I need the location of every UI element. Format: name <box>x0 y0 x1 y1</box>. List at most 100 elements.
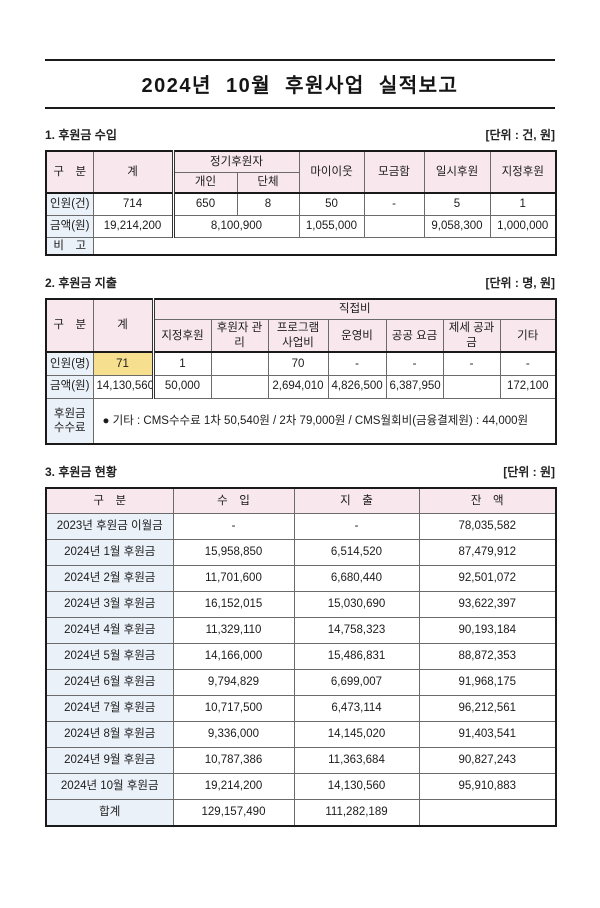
t1-amount-row: 금액(원) 19,214,200 8,100,900 1,055,000 9,0… <box>45 214 557 238</box>
section3-heading-row: 3. 후원금 현황 [단위 : 원] <box>45 463 555 480</box>
t3-row-label: 2024년 5월 후원금 <box>45 643 174 671</box>
t3-row-jan: 2024년 1월 후원금 15,958,850 6,514,520 87,479… <box>45 539 557 567</box>
t2-header-donor-mgmt: 후원자 관리 <box>210 319 269 353</box>
t3-row-income: 10,787,386 <box>172 747 295 775</box>
t3-header-expense: 지 출 <box>293 487 420 515</box>
t3-row-expense: 15,030,690 <box>293 591 420 619</box>
t2-fee-row: 후원금 수수료 ● 기타 : CMS수수료 1차 50,540원 / 2차 79… <box>45 397 557 445</box>
t1-header-gubun: 구 분 <box>45 150 94 194</box>
t2-fee-label: 후원금 수수료 <box>45 397 94 445</box>
report-title: 2024년 10월 후원사업 실적보고 <box>141 75 459 97</box>
t3-row-jul: 2024년 7월 후원금 10,717,500 6,473,114 96,212… <box>45 695 557 723</box>
t1-amount-regular: 8,100,900 <box>171 214 300 238</box>
t3-row-label: 2024년 6월 후원금 <box>45 669 174 697</box>
t1-note-value <box>92 236 557 256</box>
t3-row-label: 2024년 10월 후원금 <box>45 773 174 801</box>
section2-heading: 2. 후원금 지출 <box>45 275 117 290</box>
section3-unit-label: [단위 : 원] <box>503 465 555 480</box>
t3-row-income: 11,329,110 <box>172 617 295 645</box>
t2-amount-etc: 172,100 <box>499 374 557 399</box>
t3-row-expense: 6,680,440 <box>293 565 420 593</box>
t2-amount-label: 금액(원) <box>45 374 94 399</box>
t1-note-label: 비 고 <box>45 236 94 256</box>
t2-header-gubun: 구 분 <box>45 298 94 353</box>
section1-heading-row: 1. 후원금 수입 [단위 : 건, 원] <box>45 126 555 143</box>
t2-header-total: 계 <box>92 298 154 353</box>
t1-header-group: 단체 <box>236 171 300 194</box>
t3-row-expense: 15,486,831 <box>293 643 420 671</box>
t3-row-balance: 78,035,582 <box>418 513 557 541</box>
section1-unit-label: [단위 : 건, 원] <box>485 128 556 142</box>
t3-row-aug: 2024년 8월 후원금 9,336,000 14,145,020 91,403… <box>45 721 557 749</box>
t3-row-expense: 14,130,560 <box>293 773 420 801</box>
t3-row-jun: 2024년 6월 후원금 9,794,829 6,699,007 91,968,… <box>45 669 557 697</box>
title-block: 2024년 10월 후원사업 실적보고 <box>45 59 555 109</box>
expense-table: 구 분 계 직접비 지정후원 후원자 관리 프로그램 사업비 운영비 공공 요금… <box>45 297 557 446</box>
t2-people-label: 인원(명) <box>45 351 94 376</box>
t3-row-expense: 14,758,323 <box>293 617 420 645</box>
t3-row-sep: 2024년 9월 후원금 10,787,386 11,363,684 90,82… <box>45 747 557 775</box>
t3-row-expense: 6,514,520 <box>293 539 420 567</box>
t3-row-balance: 95,910,883 <box>418 773 557 801</box>
t3-row-label: 2024년 3월 후원금 <box>45 591 174 619</box>
t2-header-etc: 기타 <box>499 319 557 353</box>
t3-row-balance: 92,501,072 <box>418 565 557 593</box>
t3-row-feb: 2024년 2월 후원금 11,701,600 6,680,440 92,501… <box>45 565 557 593</box>
t1-header-regular: 정기후원자 <box>171 150 300 173</box>
t3-row-label: 2024년 9월 후원금 <box>45 747 174 775</box>
t2-amount-program: 2,694,010 <box>267 374 329 399</box>
t2-header-utilities: 공공 요금 <box>385 319 444 353</box>
t3-row-income: 16,152,015 <box>172 591 295 619</box>
t1-amount-myneighbor: 1,055,000 <box>298 214 365 238</box>
t3-row-balance: 96,212,561 <box>418 695 557 723</box>
t2-people-program: 70 <box>267 351 329 376</box>
t2-header-direct: 직접비 <box>151 298 557 321</box>
t2-amount-taxes <box>442 374 501 399</box>
t1-header-myneighbor: 마이이웃 <box>298 150 365 194</box>
t2-amount-designated: 50,000 <box>151 374 212 399</box>
t2-people-utilities: - <box>385 351 444 376</box>
t1-people-myneighbor: 50 <box>298 192 365 216</box>
section3-heading: 3. 후원금 현황 <box>45 465 117 480</box>
t1-people-individual: 650 <box>171 192 238 216</box>
t1-header-total: 계 <box>92 150 174 194</box>
t3-row-expense: 6,699,007 <box>293 669 420 697</box>
t3-row-label: 2024년 2월 후원금 <box>45 565 174 593</box>
t2-amount-operating: 4,826,500 <box>327 374 387 399</box>
t3-total-income: 129,157,490 <box>172 799 295 827</box>
t3-total-expense: 111,282,189 <box>293 799 420 827</box>
t1-people-group: 8 <box>236 192 300 216</box>
t2-people-taxes: - <box>442 351 501 376</box>
t1-amount-label: 금액(원) <box>45 214 94 238</box>
t3-row-balance: 88,872,353 <box>418 643 557 671</box>
t3-row-label: 2024년 4월 후원금 <box>45 617 174 645</box>
section2-unit-label: [단위 : 명, 원] <box>485 275 556 290</box>
t3-header-income: 수 입 <box>172 487 295 515</box>
t3-row-carryover: 2023년 후원금 이월금 - - 78,035,582 <box>45 513 557 541</box>
t2-amount-donor-mgmt <box>210 374 269 399</box>
t3-row-income: 15,958,850 <box>172 539 295 567</box>
t1-amount-designated: 1,000,000 <box>489 214 557 238</box>
t3-row-balance: 87,479,912 <box>418 539 557 567</box>
t3-row-balance: 91,968,175 <box>418 669 557 697</box>
t3-total-label: 합계 <box>45 799 174 827</box>
t3-row-oct: 2024년 10월 후원금 19,214,200 14,130,560 95,9… <box>45 773 557 801</box>
t2-fee-value: ● 기타 : CMS수수료 1차 50,540원 / 2차 79,000원 / … <box>92 397 557 445</box>
t1-people-total: 714 <box>92 192 174 216</box>
t2-header-designated: 지정후원 <box>151 319 212 353</box>
t3-row-income: - <box>172 513 295 541</box>
t3-row-total: 합계 129,157,490 111,282,189 <box>45 799 557 827</box>
t3-row-income: 9,794,829 <box>172 669 295 697</box>
t3-row-expense: 11,363,684 <box>293 747 420 775</box>
t3-row-income: 9,336,000 <box>172 721 295 749</box>
t3-header-gubun: 구 분 <box>45 487 174 515</box>
t2-people-operating: - <box>327 351 387 376</box>
t3-row-income: 10,717,500 <box>172 695 295 723</box>
t3-row-expense: 6,473,114 <box>293 695 420 723</box>
t2-header-operating: 운영비 <box>327 319 387 353</box>
t1-header-designated: 지정후원 <box>489 150 557 194</box>
t3-row-label: 2024년 7월 후원금 <box>45 695 174 723</box>
section2-heading-row: 2. 후원금 지출 [단위 : 명, 원] <box>45 274 555 291</box>
t3-row-may: 2024년 5월 후원금 14,166,000 15,486,831 88,87… <box>45 643 557 671</box>
t3-row-expense: - <box>293 513 420 541</box>
